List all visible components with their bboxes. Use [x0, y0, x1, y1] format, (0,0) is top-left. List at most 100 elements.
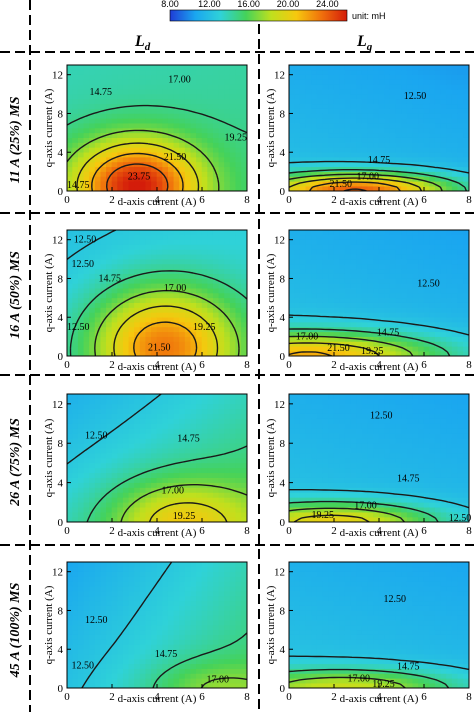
- heatmap-cell: [401, 307, 408, 313]
- heatmap-cell: [212, 263, 220, 270]
- heatmap-cell: [94, 156, 102, 163]
- x-tick-label: 6: [421, 359, 427, 371]
- heatmap-cell: [179, 84, 186, 90]
- heatmap-cell: [83, 234, 90, 240]
- heatmap-cell: [322, 497, 329, 503]
- heatmap-cell: [395, 74, 402, 80]
- heatmap-cell: [134, 93, 141, 100]
- heatmap-cell: [344, 506, 352, 513]
- heatmap-cell: [389, 122, 397, 129]
- heatmap-cell: [361, 331, 369, 337]
- heatmap-cell: [134, 321, 141, 328]
- heatmap-cell: [162, 98, 169, 105]
- heatmap-cell: [344, 442, 352, 449]
- heatmap-cell: [333, 506, 340, 513]
- heatmap-cell: [179, 457, 186, 464]
- heatmap-cell: [218, 428, 225, 434]
- heatmap-cell: [333, 511, 340, 518]
- heatmap-cell: [463, 316, 469, 323]
- heatmap-cell: [190, 403, 197, 410]
- heatmap-cell: [412, 433, 419, 439]
- heatmap-cell: [418, 127, 425, 134]
- heatmap-cell: [201, 132, 208, 138]
- heatmap-cell: [229, 108, 237, 114]
- heatmap-cell: [67, 398, 73, 405]
- heatmap-cell: [289, 331, 295, 337]
- heatmap-cell: [179, 161, 186, 168]
- heatmap-cell: [451, 321, 459, 328]
- colorbar-ticks: 8.00 12.00 16.00 20.00 24.00: [161, 0, 338, 9]
- heatmap-cell: [361, 316, 369, 323]
- heatmap-cell: [83, 321, 90, 328]
- heatmap-cell: [235, 438, 242, 444]
- heatmap-cell: [241, 467, 247, 474]
- heatmap-cell: [162, 506, 169, 513]
- heatmap-cell: [83, 346, 90, 352]
- heatmap-cell: [229, 394, 237, 400]
- heatmap-cell: [423, 472, 430, 478]
- heatmap-cell: [224, 516, 231, 522]
- heatmap-cell: [457, 108, 464, 114]
- heatmap-cell: [106, 516, 113, 522]
- heatmap-cell: [212, 433, 220, 439]
- heatmap-cell: [151, 442, 158, 449]
- heatmap-cell: [350, 321, 357, 328]
- heatmap-cell: [207, 108, 214, 114]
- heatmap-cell: [151, 433, 158, 439]
- heatmap-cell: [356, 239, 363, 245]
- heatmap-cell: [122, 79, 130, 85]
- heatmap-cell: [139, 244, 147, 250]
- heatmap-cell: [412, 331, 419, 337]
- heatmap-cell: [139, 74, 147, 80]
- heatmap-cell: [83, 442, 90, 449]
- heatmap-cell: [446, 122, 453, 129]
- heatmap-cell: [190, 350, 197, 356]
- heatmap-cell: [294, 137, 301, 143]
- heatmap-cell: [190, 253, 197, 260]
- heatmap-cell: [241, 137, 247, 143]
- heatmap-cell: [128, 472, 135, 478]
- heatmap-cell: [328, 239, 335, 245]
- heatmap-cell: [218, 331, 225, 337]
- heatmap-cell: [212, 413, 220, 419]
- heatmap-cell: [350, 511, 357, 518]
- heatmap-cell: [100, 331, 107, 337]
- heatmap-cell: [72, 137, 79, 143]
- heatmap-cell: [156, 336, 163, 342]
- heatmap-cell: [77, 482, 85, 488]
- heatmap-cell: [122, 316, 130, 323]
- heatmap-cell: [384, 176, 391, 182]
- heatmap-cell: [367, 326, 374, 333]
- heatmap-cell: [333, 147, 340, 153]
- contour-label: 17.00: [296, 332, 319, 343]
- heatmap-cell: [212, 161, 220, 168]
- heatmap-cell: [457, 142, 464, 148]
- heatmap-cell: [229, 84, 237, 90]
- heatmap-cell: [451, 84, 459, 90]
- heatmap-cell: [333, 74, 340, 80]
- heatmap-cell: [361, 442, 369, 449]
- heatmap-cell: [72, 472, 79, 478]
- heatmap-cell: [122, 457, 130, 464]
- heatmap-cell: [100, 428, 107, 434]
- heatmap-cell: [77, 442, 85, 449]
- heatmap-cell: [100, 258, 107, 265]
- heatmap-cell: [128, 244, 135, 250]
- heatmap-cell: [389, 287, 397, 294]
- heatmap-cell: [156, 346, 163, 352]
- heatmap-cell: [128, 418, 135, 424]
- contour-label: 21.50: [164, 152, 187, 163]
- heatmap-cell: [451, 278, 459, 284]
- heatmap-cell: [316, 273, 324, 279]
- heatmap-cell: [241, 79, 247, 85]
- heatmap-cell: [128, 321, 135, 328]
- heatmap-cell: [224, 98, 231, 105]
- heatmap-cell: [361, 234, 369, 240]
- heatmap-cell: [423, 151, 430, 158]
- heatmap-cell: [311, 142, 318, 148]
- heatmap-cell: [106, 263, 113, 270]
- heatmap-cell: [339, 283, 346, 289]
- heatmap-cell: [463, 88, 469, 95]
- heatmap-cell: [463, 147, 469, 153]
- heatmap-cell: [451, 292, 459, 299]
